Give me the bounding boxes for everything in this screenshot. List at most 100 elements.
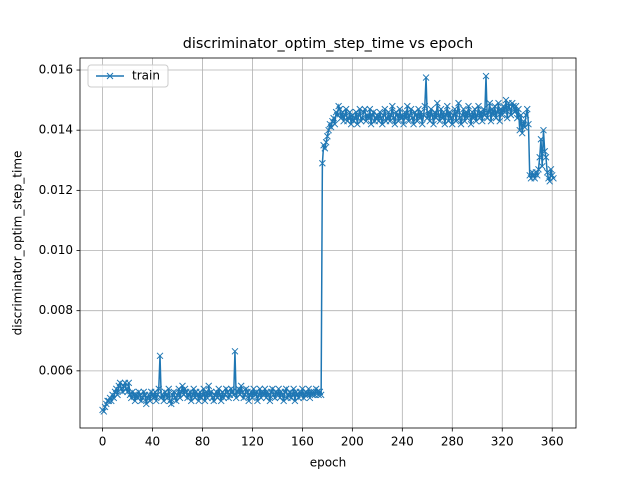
point-marker: [482, 72, 490, 80]
point-marker: [412, 111, 420, 119]
point-marker: [199, 391, 206, 399]
point-marker: [334, 111, 341, 119]
point-marker: [202, 388, 210, 396]
point-marker: [492, 114, 500, 122]
point-marker: [187, 397, 195, 405]
point-marker: [154, 391, 161, 399]
point-marker: [231, 347, 239, 355]
point-marker: [324, 132, 331, 140]
point-marker: [403, 102, 411, 110]
point-marker: [100, 408, 108, 415]
point-marker: [495, 99, 502, 107]
point-marker: [511, 108, 519, 116]
point-marker: [170, 388, 178, 396]
point-marker: [487, 117, 495, 125]
point-marker: [427, 105, 435, 113]
point-marker: [152, 397, 160, 405]
point-marker: [537, 135, 545, 143]
legend-label: train: [132, 69, 160, 83]
point-marker: [493, 108, 501, 116]
point-marker: [160, 397, 168, 405]
point-marker: [142, 400, 150, 408]
point-marker: [543, 168, 551, 176]
point-marker: [351, 114, 359, 122]
point-marker: [542, 153, 550, 161]
point-marker: [322, 138, 330, 146]
point-marker: [327, 123, 335, 131]
point-marker: [400, 120, 407, 128]
point-marker: [520, 117, 527, 125]
point-marker: [331, 120, 339, 128]
point-marker: [119, 388, 126, 396]
point-marker: [446, 108, 454, 116]
point-marker: [317, 391, 325, 399]
point-marker: [381, 105, 389, 113]
point-marker: [550, 174, 557, 182]
point-marker: [116, 379, 124, 387]
point-marker: [421, 102, 429, 110]
point-marker: [547, 165, 555, 173]
x-tick-label: 360: [541, 435, 564, 449]
point-marker: [361, 105, 369, 113]
point-marker: [523, 105, 531, 113]
point-marker: [478, 117, 486, 125]
point-marker: [483, 114, 491, 122]
point-marker: [172, 397, 180, 405]
point-marker: [289, 391, 296, 399]
point-marker: [176, 394, 184, 402]
point-marker: [518, 129, 526, 137]
point-marker: [299, 385, 306, 393]
x-tick-label: 160: [291, 435, 314, 449]
point-marker: [471, 105, 479, 113]
point-marker: [541, 147, 549, 155]
point-marker: [165, 385, 173, 393]
point-marker: [521, 123, 529, 131]
point-marker: [393, 111, 401, 119]
point-marker: [291, 397, 299, 405]
point-marker: [330, 114, 337, 122]
point-marker: [215, 385, 223, 393]
point-marker: [538, 162, 546, 170]
point-marker: [533, 171, 541, 179]
y-axis-label: discriminator_optim_step_time: [11, 151, 25, 336]
point-marker: [510, 102, 517, 110]
point-marker: [353, 120, 361, 128]
point-marker: [443, 102, 451, 110]
point-marker: [430, 120, 437, 128]
point-marker: [401, 108, 409, 116]
x-tick-label: 80: [195, 435, 210, 449]
point-marker: [507, 111, 515, 119]
point-marker: [517, 111, 525, 119]
point-marker: [125, 379, 133, 387]
point-marker: [205, 382, 213, 390]
point-marker: [319, 159, 326, 167]
point-marker: [355, 111, 362, 119]
point-marker: [376, 108, 384, 116]
point-marker: [407, 105, 415, 113]
point-marker: [452, 117, 460, 125]
point-marker: [535, 165, 542, 173]
point-marker: [462, 108, 470, 116]
point-marker: [396, 105, 404, 113]
point-marker: [114, 391, 121, 399]
point-marker: [254, 397, 261, 405]
point-marker: [358, 114, 366, 122]
point-marker: [485, 108, 492, 116]
plot-frame: [79, 57, 577, 429]
point-marker: [416, 114, 424, 122]
point-marker: [167, 400, 175, 408]
x-tick-label: 40: [145, 435, 160, 449]
chart-title: discriminator_optim_step_time vs epoch: [183, 36, 474, 52]
point-marker: [496, 117, 504, 125]
point-marker: [266, 397, 274, 405]
point-marker: [280, 397, 288, 405]
point-marker: [391, 120, 399, 128]
point-marker: [410, 120, 417, 128]
point-marker: [442, 111, 450, 119]
point-marker: [405, 117, 412, 125]
point-marker: [146, 397, 154, 405]
point-marker: [386, 117, 394, 125]
point-marker: [433, 99, 441, 107]
y-tick-label: 0.012: [39, 183, 73, 197]
